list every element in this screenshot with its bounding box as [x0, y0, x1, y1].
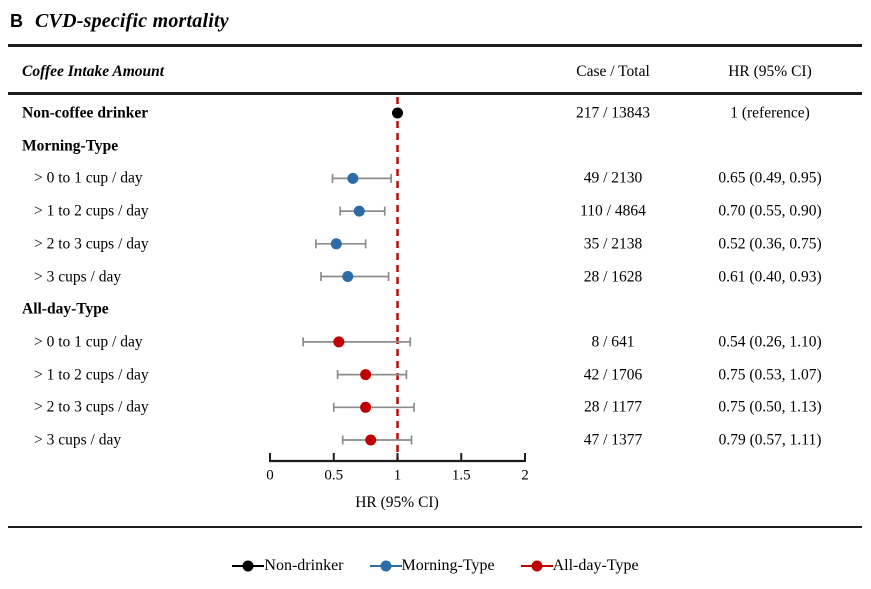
forest-marker	[333, 336, 345, 348]
row-case-total: 35 / 2138	[583, 235, 643, 253]
row-hr-ci: 0.79 (0.57, 1.11)	[718, 431, 822, 449]
row-label: > 2 to 3 cups / day	[34, 398, 149, 416]
row-hr-ci: 0.52 (0.36, 0.75)	[718, 235, 822, 253]
legend-label: Non-drinker	[264, 557, 344, 574]
figure-title-block: B CVD-specific mortality	[10, 10, 229, 33]
x-tick-label: 0	[266, 467, 274, 484]
row-case-total: 47 / 1377	[583, 431, 643, 449]
forest-marker	[392, 107, 403, 119]
row-label: Morning-Type	[22, 136, 119, 154]
rule-below-title	[8, 44, 862, 47]
legend-label: All-day-Type	[552, 557, 639, 574]
forest-marker	[342, 271, 354, 282]
row-hr-ci: 0.61 (0.40, 0.93)	[718, 267, 822, 285]
panel-letter: B	[10, 11, 23, 31]
legend-item: Non-drinker	[232, 557, 344, 575]
row-label: > 2 to 3 cups / day	[34, 235, 149, 253]
row-hr-ci: 1 (reference)	[730, 104, 810, 122]
forest-marker	[353, 205, 365, 217]
row-label: > 3 cups / day	[34, 431, 122, 449]
figure-title: CVD-specific mortality	[35, 10, 229, 32]
row-hr-ci: 0.65 (0.49, 0.95)	[718, 169, 822, 187]
legend: Non-drinker Morning-Type All-day-Type	[0, 557, 871, 575]
row-hr-ci: 0.54 (0.26, 1.10)	[718, 333, 822, 351]
column-header-case-total: Case / Total	[576, 63, 650, 80]
row-case-total: 8 / 641	[591, 333, 635, 351]
x-axis-title: HR (95% CI)	[355, 494, 439, 511]
row-case-total: 42 / 1706	[583, 365, 643, 383]
legend-marker-icon	[232, 560, 265, 572]
x-tick-label: 1	[393, 467, 402, 484]
x-tick-label: 1.5	[451, 467, 471, 484]
legend-marker-icon	[520, 560, 553, 572]
row-case-total: 28 / 1628	[583, 267, 643, 285]
legend-item: Morning-Type	[369, 557, 495, 575]
row-hr-ci: 0.75 (0.50, 1.13)	[718, 398, 822, 416]
forest-marker	[360, 369, 372, 381]
row-case-total: 110 / 4864	[580, 202, 646, 220]
row-label: > 1 to 2 cups / day	[34, 365, 149, 383]
column-header-coffee-intake: Coffee Intake Amount	[22, 63, 165, 80]
row-label: All-day-Type	[22, 300, 109, 318]
forest-marker	[365, 434, 377, 446]
row-case-total: 49 / 2130	[583, 169, 643, 187]
row-case-total: 28 / 1177	[584, 398, 642, 416]
row-hr-ci: 0.70 (0.55, 0.90)	[718, 202, 822, 220]
legend-item: All-day-Type	[520, 557, 639, 575]
legend-marker-icon	[369, 560, 402, 572]
row-label: > 1 to 2 cups / day	[34, 202, 149, 220]
row-case-total: 217 / 13843	[575, 104, 651, 122]
rule-above-legend	[8, 526, 862, 528]
column-header-hr-ci: HR (95% CI)	[728, 63, 812, 80]
forest-marker	[360, 401, 372, 413]
row-label: > 0 to 1 cup / day	[34, 333, 143, 351]
forest-marker	[347, 172, 359, 184]
row-label: Non-coffee drinker	[22, 104, 149, 122]
x-tick-label: 0.5	[324, 467, 344, 484]
row-label: > 0 to 1 cup / day	[34, 169, 143, 187]
x-tick-label: 2	[521, 467, 529, 484]
rule-below-header	[8, 92, 862, 95]
row-hr-ci: 0.75 (0.53, 1.07)	[718, 365, 822, 383]
forest-marker	[330, 238, 342, 250]
row-label: > 3 cups / day	[34, 267, 122, 285]
legend-label: Morning-Type	[401, 557, 495, 574]
